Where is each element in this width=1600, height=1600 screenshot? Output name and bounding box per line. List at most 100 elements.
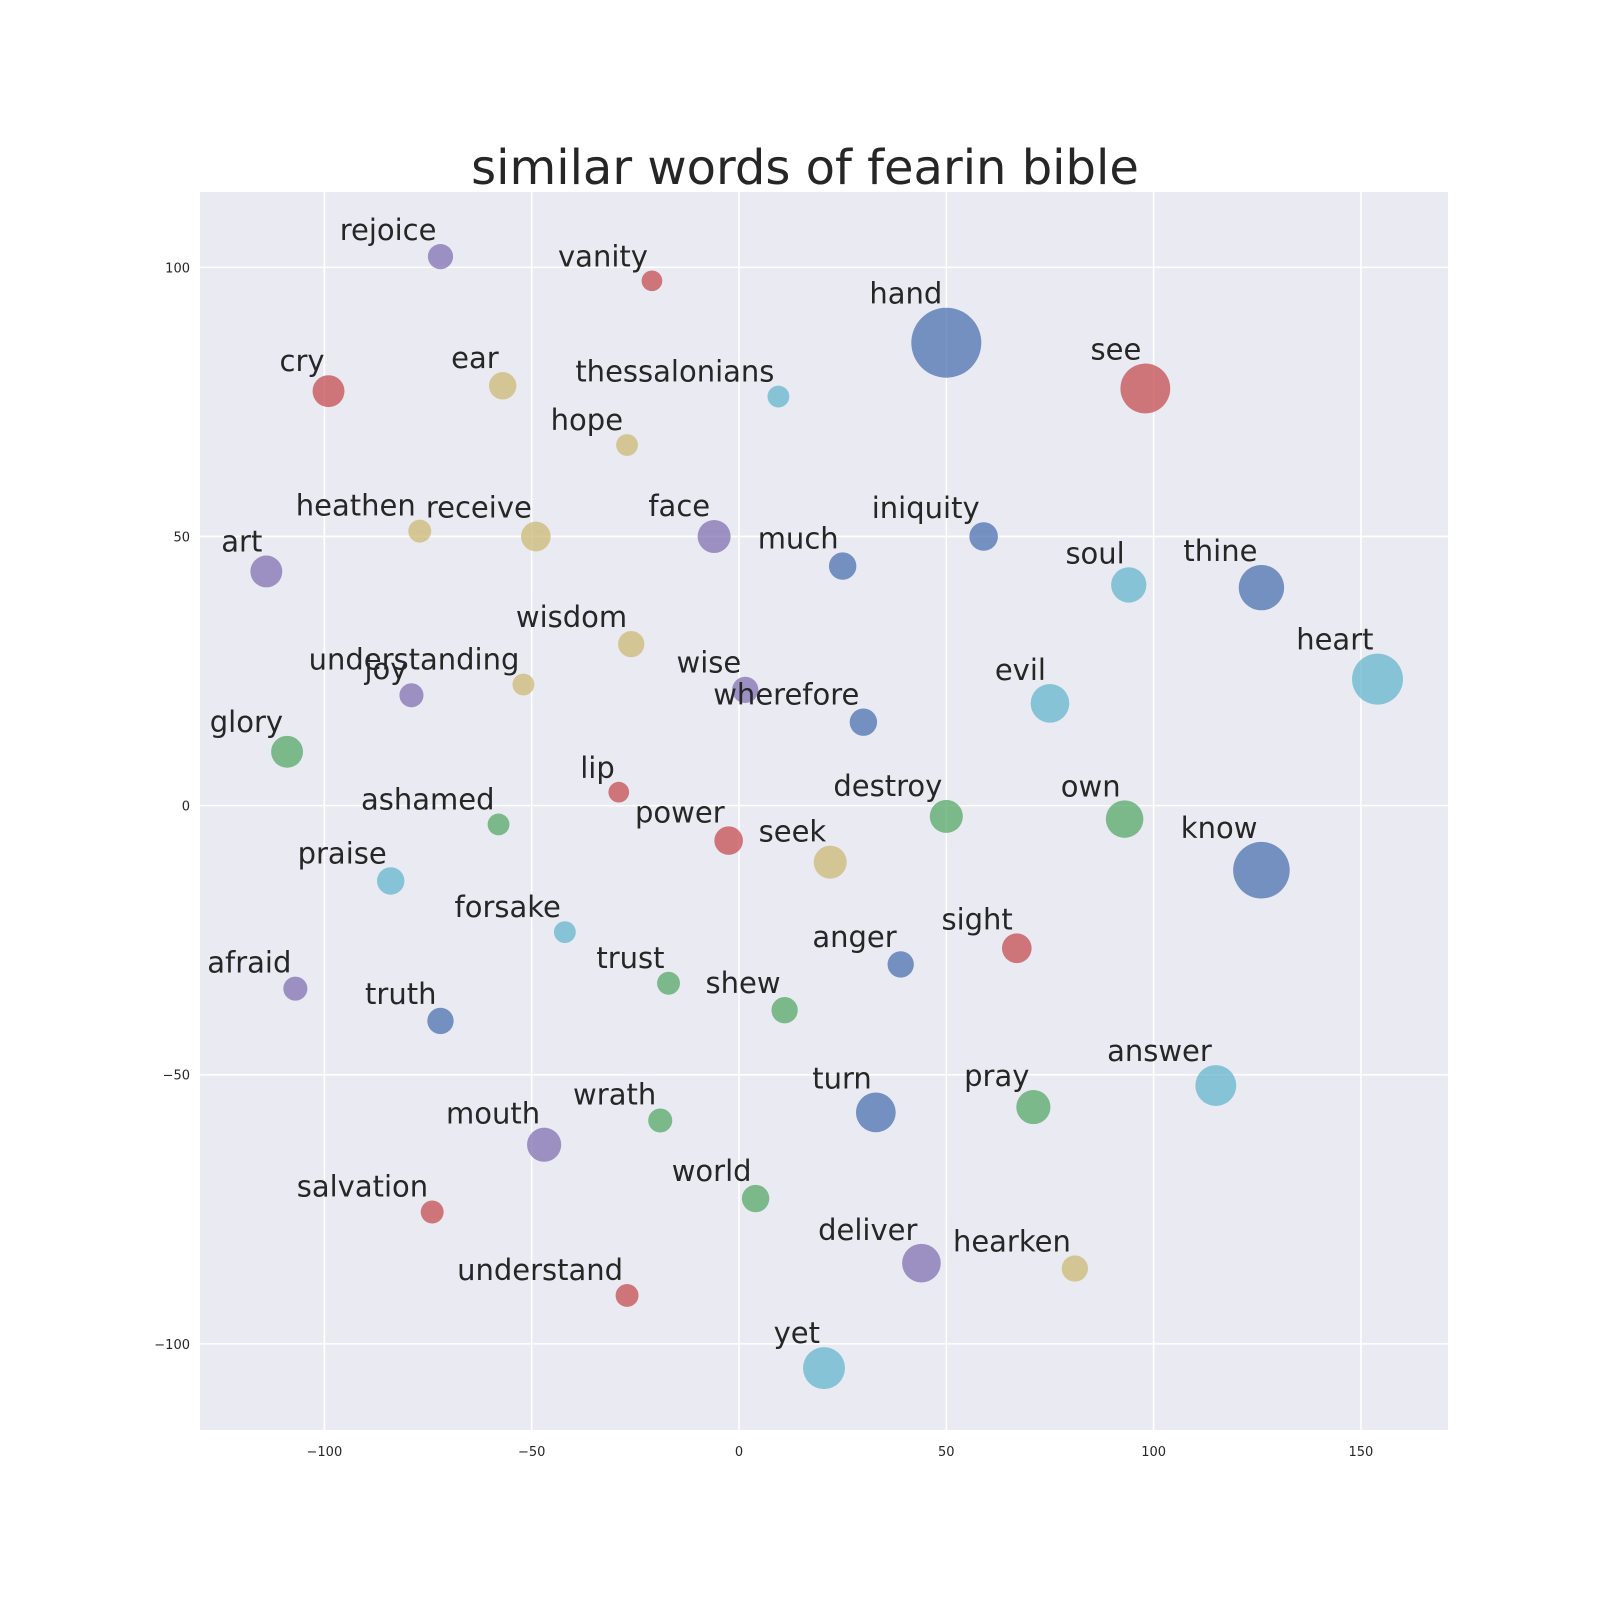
point-shew	[771, 996, 798, 1024]
point-anger	[887, 951, 914, 978]
point-hand	[911, 307, 982, 378]
label-pray: pray	[964, 1059, 1029, 1093]
point-wisdom	[618, 630, 645, 658]
label-know: know	[1181, 811, 1258, 845]
x-tick-label: 0	[735, 1445, 743, 1460]
points	[250, 243, 1403, 1390]
y-tick-label: 0	[182, 800, 190, 815]
label-wherefore: wherefore	[713, 677, 859, 711]
label-afraid: afraid	[207, 946, 291, 980]
label-ashamed: ashamed	[361, 783, 495, 817]
point-iniquity	[969, 522, 998, 551]
label-truth: truth	[365, 977, 436, 1011]
label-heathen: heathen	[296, 489, 416, 523]
point-afraid	[283, 976, 308, 1001]
label-soul: soul	[1065, 536, 1124, 570]
point-heart	[1352, 653, 1403, 705]
point-world	[741, 1184, 770, 1213]
point-answer	[1195, 1065, 1237, 1106]
point-rejoice	[427, 243, 454, 270]
label-glory: glory	[210, 705, 283, 739]
x-tick-label: −50	[518, 1445, 545, 1460]
point-wherefore	[849, 708, 878, 736]
grid	[200, 192, 1448, 1430]
label-hearken: hearken	[953, 1224, 1071, 1258]
point-evil	[1030, 684, 1070, 723]
tick-labels: −100 −50 0 50 100 150 −100 −50 0 50 100	[154, 261, 1373, 1460]
label-art: art	[221, 525, 262, 559]
label-own: own	[1061, 769, 1121, 803]
point-mouth	[527, 1127, 562, 1162]
label-mouth: mouth	[446, 1097, 540, 1131]
point-seek	[813, 845, 847, 879]
label-hope: hope	[551, 403, 623, 437]
label-wrath: wrath	[573, 1077, 656, 1111]
point-see	[1120, 363, 1171, 414]
point-thessalonians	[767, 385, 790, 408]
point-cry	[312, 375, 345, 408]
label-answer: answer	[1107, 1034, 1212, 1068]
point-sight	[1001, 933, 1032, 964]
label-destroy: destroy	[833, 769, 942, 803]
point-art	[250, 555, 283, 588]
label-iniquity: iniquity	[872, 491, 980, 525]
label-joy: joy	[363, 652, 407, 686]
point-ashamed	[487, 813, 510, 836]
y-tick-label: −50	[163, 1069, 190, 1084]
label-world: world	[672, 1154, 752, 1188]
label-hand: hand	[869, 277, 942, 311]
point-power	[714, 826, 743, 855]
label-rejoice: rejoice	[340, 213, 437, 247]
point-own	[1105, 800, 1144, 838]
x-tick-label: 100	[1141, 1445, 1166, 1460]
label-see: see	[1091, 333, 1142, 367]
point-yet	[803, 1347, 845, 1390]
label-lip: lip	[580, 751, 615, 785]
label-thessalonians: thessalonians	[575, 355, 774, 389]
label-trust: trust	[596, 941, 664, 975]
label-turn: turn	[812, 1062, 872, 1096]
label-face: face	[648, 489, 710, 523]
point-lip	[608, 781, 630, 803]
point-thine	[1238, 564, 1285, 611]
point-wrath	[648, 1108, 673, 1133]
x-tick-label: −100	[307, 1445, 343, 1460]
point-understanding	[512, 673, 535, 696]
y-tick-label: −100	[154, 1338, 190, 1353]
point-forsake	[553, 921, 576, 944]
label-sight: sight	[941, 902, 1012, 936]
point-much	[828, 552, 857, 580]
point-praise	[377, 867, 405, 895]
x-tick-label: 50	[938, 1445, 955, 1460]
label-salvation: salvation	[297, 1170, 428, 1204]
point-deliver	[902, 1243, 941, 1283]
label-much: much	[758, 521, 839, 555]
label-forsake: forsake	[455, 890, 561, 924]
word-labels: rejoice vanity hand cry ear thessalonians see h…	[207, 213, 1373, 1350]
point-destroy	[929, 799, 963, 833]
label-yet: yet	[774, 1316, 820, 1350]
label-shew: shew	[706, 966, 781, 1000]
point-wise	[732, 676, 759, 704]
label-thine: thine	[1183, 534, 1257, 568]
point-heathen	[408, 519, 432, 543]
label-understanding: understanding	[309, 643, 520, 677]
label-wisdom: wisdom	[516, 600, 627, 634]
y-tick-label: 100	[165, 261, 190, 276]
label-vanity: vanity	[558, 239, 648, 273]
point-ear	[488, 372, 517, 400]
point-truth	[427, 1007, 454, 1035]
label-heart: heart	[1296, 623, 1373, 657]
label-wise: wise	[676, 646, 741, 680]
label-praise: praise	[298, 836, 387, 870]
point-pray	[1016, 1089, 1051, 1125]
point-receive	[521, 521, 551, 552]
plot-area	[200, 192, 1448, 1430]
label-deliver: deliver	[818, 1213, 917, 1247]
point-soul	[1111, 567, 1147, 603]
label-power: power	[635, 795, 725, 829]
y-tick-label: 50	[173, 530, 190, 545]
label-evil: evil	[995, 653, 1046, 687]
